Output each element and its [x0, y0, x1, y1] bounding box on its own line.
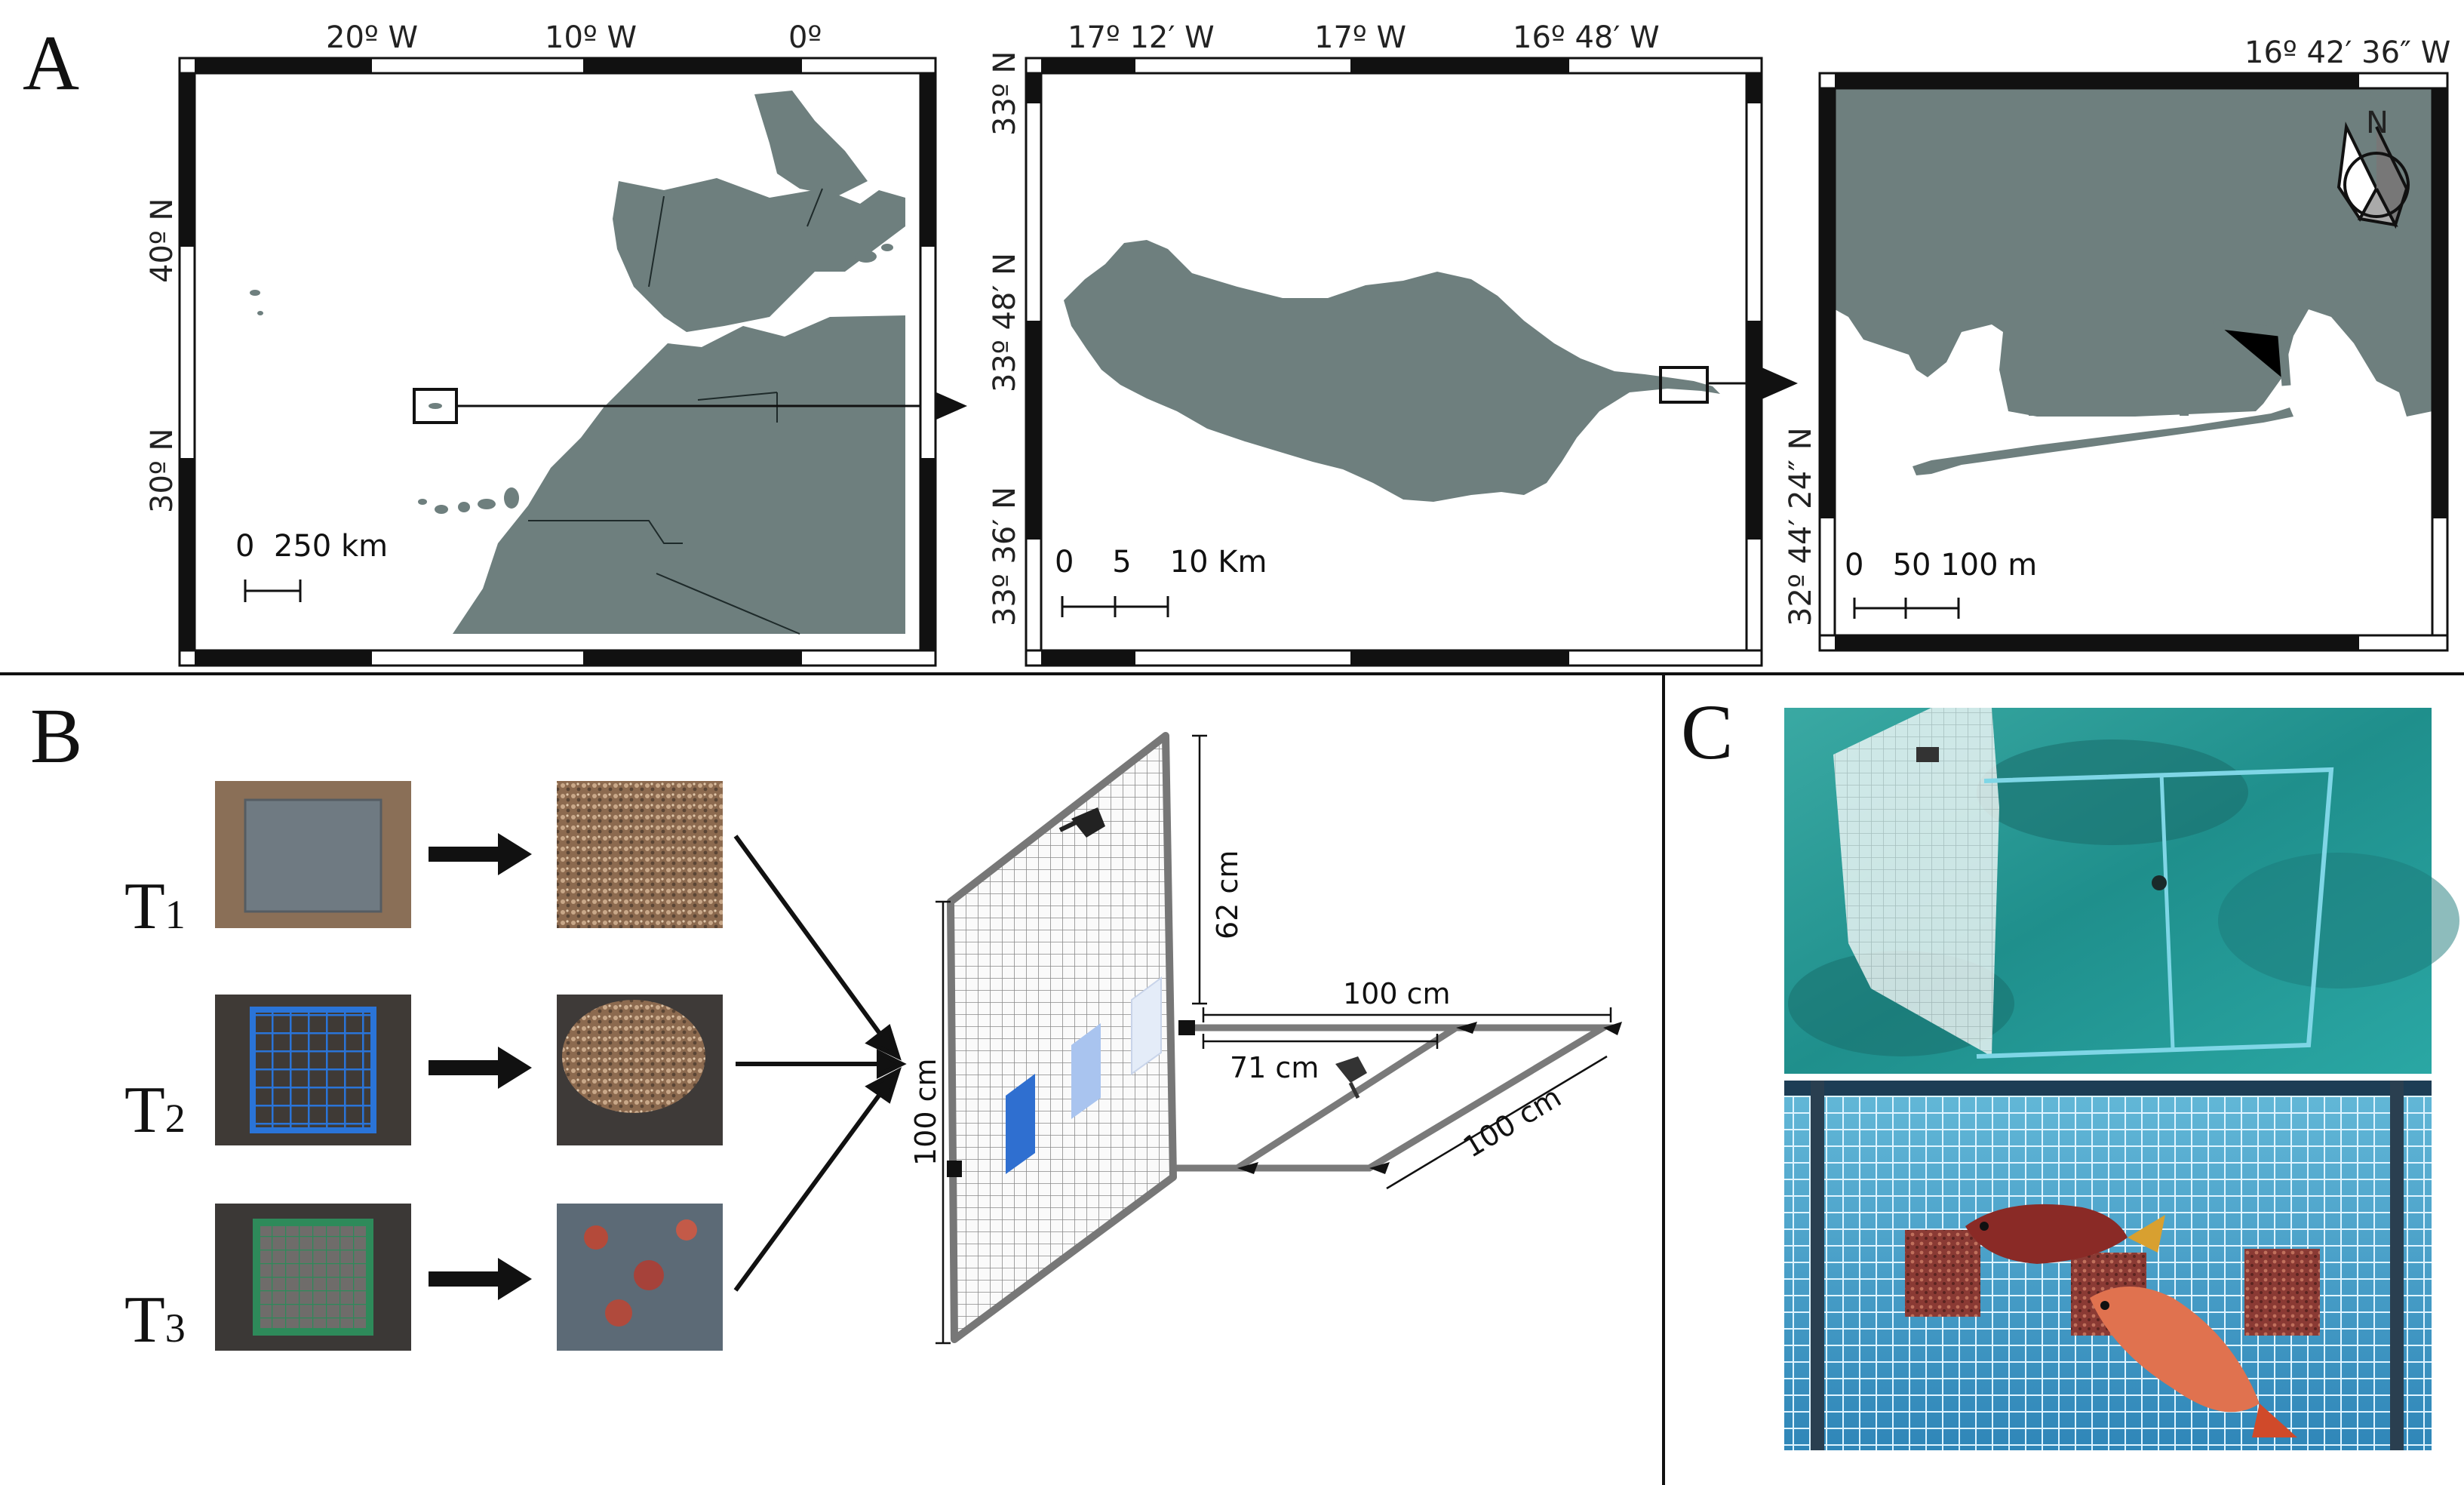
madeira-lat-label: 33º 48′ N [988, 253, 1022, 392]
harbour-frame [1818, 72, 2449, 652]
overview-map: 20º W 10º W 0º 40º N 30º N 0 250 km [145, 20, 967, 667]
harbour-locator-box [1659, 366, 1709, 404]
camera-icon [1335, 1056, 1367, 1083]
photo-t2-colonised [557, 995, 723, 1145]
balearic-islands [856, 244, 893, 263]
tile-sample [2244, 1249, 2320, 1336]
arrow-to-harbour-map [1760, 367, 1798, 400]
tile-dark-blue [1006, 1074, 1035, 1174]
panel-label-b: B [30, 693, 82, 779]
madeira-frame [1025, 57, 1763, 667]
madeira-lat-label: 33º N [988, 51, 1022, 136]
harbour-breakwater [1913, 407, 2293, 475]
photo-t1-initial [215, 781, 411, 928]
photo-t3-colonised [557, 1204, 723, 1351]
treatment-label-t1: T1 [124, 870, 186, 943]
azores-island [250, 290, 260, 296]
harbour-scale-label: 0 50 100 m [1845, 548, 2037, 583]
experimental-structure [947, 732, 1622, 1343]
iberia-landmass [613, 178, 905, 332]
overview-lon-label: 10º W [545, 20, 637, 55]
dimension-label-100cm-depth: 100 cm [1458, 1081, 1567, 1164]
harbour-map: N 16º 42′ 36″ W 32º 44′ 24″ N 0 50 100 m [1783, 35, 2450, 652]
panel-label-c: C [1681, 689, 1733, 776]
overview-scale-bar [244, 580, 302, 602]
treatment-label-t3: T3 [124, 1284, 186, 1357]
madeira-lat-label: 33º 36′ N [988, 487, 1022, 626]
photo-t3-initial [215, 1204, 411, 1351]
madeira-lon-label: 16º 48′ W [1513, 20, 1660, 55]
underwater-photo-structure [1784, 708, 2459, 1074]
dimension-label-100cm-height: 100 cm [909, 1058, 942, 1166]
dimension-lines [936, 734, 1612, 1345]
treatment-arrows [429, 833, 532, 1300]
underwater-photo-fish [1784, 1081, 2432, 1450]
azores-island-small [257, 311, 263, 315]
madeira-scale-bar [1061, 596, 1169, 617]
madeira-scale-label: 0 5 10 Km [1055, 545, 1267, 580]
harbour-lat-label: 32º 44′ 24″ N [1783, 427, 1818, 626]
harbour-lon-label: 16º 42′ 36″ W [2244, 35, 2450, 70]
photo-t2-initial [215, 995, 411, 1145]
madeira-lon-label: 17º W [1314, 20, 1406, 55]
dimension-label-100cm-side: 100 cm [1343, 977, 1451, 1010]
treatment-label-t2: T2 [124, 1074, 186, 1147]
madeira-lon-label: 17º 12′ W [1068, 20, 1215, 55]
fish-icon [1965, 1204, 2165, 1264]
tile-sample [1905, 1230, 1980, 1317]
panel-label-a: A [23, 20, 79, 106]
harbour-scale-bar [1853, 598, 1960, 619]
overview-lat-label: 30º N [145, 429, 180, 513]
camera-icon [1071, 807, 1105, 838]
overview-lat-label: 40º N [145, 198, 180, 283]
tile-light-blue [1131, 976, 1162, 1075]
mesh-panel [947, 732, 1177, 1343]
dimension-label-62cm: 62 cm [1211, 850, 1244, 939]
dimension-label-71cm: 71 cm [1230, 1051, 1319, 1084]
madeira-island [1064, 240, 1720, 502]
north-label: N [2366, 106, 2389, 140]
marina-pontoons [2029, 309, 2291, 416]
photo-t1-colonised [557, 781, 723, 928]
france-landmass [754, 91, 868, 196]
canary-islands [418, 487, 519, 514]
fish-icon [2090, 1287, 2297, 1437]
madeira-map: 17º 12′ W 17º W 16º 48′ W 33º N 33º 48′ … [988, 20, 1798, 667]
tile-mid-blue [1071, 1023, 1101, 1119]
overview-lon-label: 0º [788, 20, 822, 55]
africa-landmass [453, 315, 905, 634]
overview-lon-label: 20º W [326, 20, 418, 55]
overview-frame [178, 57, 937, 667]
converging-arrows [733, 835, 907, 1292]
overview-scale-label: 0 250 km [235, 529, 388, 564]
arrow-to-madeira-map [929, 389, 967, 423]
